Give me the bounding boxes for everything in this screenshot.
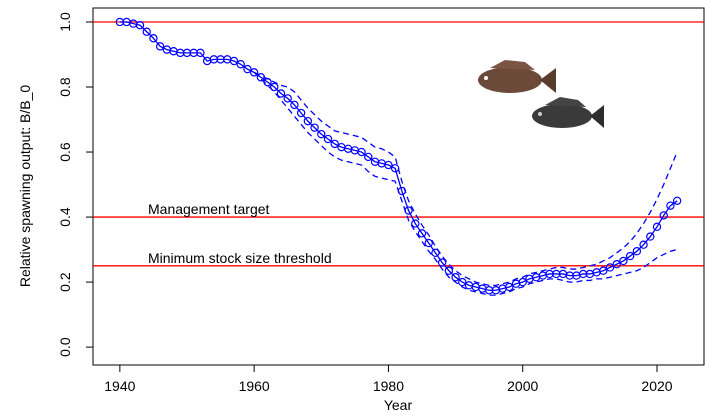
reference-label: Minimum stock size threshold xyxy=(148,250,332,266)
y-tick-label: 0.4 xyxy=(57,207,73,227)
y-tick-label: 0.2 xyxy=(57,272,73,292)
x-tick-label: 2020 xyxy=(641,378,672,394)
y-tick-label: 0.6 xyxy=(57,142,73,162)
fish-icon xyxy=(478,60,556,93)
x-tick-label: 2000 xyxy=(507,378,538,394)
fish-icon xyxy=(532,97,604,128)
y-axis-title: Relative spawning output: B/B_0 xyxy=(17,85,33,288)
x-tick-label: 1940 xyxy=(104,378,135,394)
data-point xyxy=(674,197,681,204)
plot-frame xyxy=(93,8,704,365)
x-tick-label: 1960 xyxy=(239,378,270,394)
x-axis-title: Year xyxy=(384,397,413,413)
x-tick-label: 1980 xyxy=(373,378,404,394)
y-tick-label: 0.0 xyxy=(57,337,73,357)
y-tick-label: 1.0 xyxy=(57,12,73,32)
chart: Year Relative spawning output: B/B_0 0.0… xyxy=(0,0,705,420)
y-tick-label: 0.8 xyxy=(57,77,73,97)
reference-label: Management target xyxy=(148,201,270,217)
